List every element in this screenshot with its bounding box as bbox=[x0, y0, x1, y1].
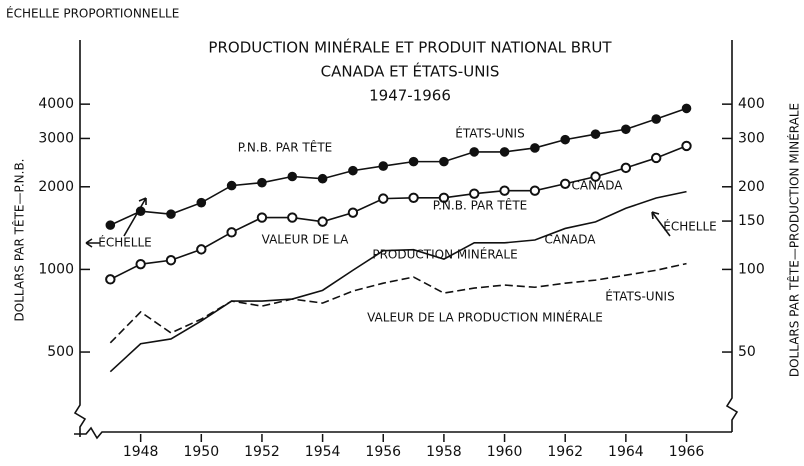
point bbox=[226, 227, 237, 238]
y-axis-label: DOLLARS PAR TÊTE—P.N.B. bbox=[12, 159, 27, 322]
chart-title: 1947-1966 bbox=[369, 87, 451, 105]
y-tick-label: 1000 bbox=[38, 261, 74, 277]
point bbox=[469, 188, 480, 199]
x-tick-label: 1962 bbox=[547, 444, 583, 460]
point bbox=[378, 161, 389, 171]
point bbox=[378, 193, 389, 204]
point bbox=[469, 147, 480, 157]
y2-tick-label: 200 bbox=[738, 179, 765, 195]
annotation: ÉCHELLE bbox=[663, 219, 717, 234]
y-tick-label: 500 bbox=[47, 344, 74, 360]
y-tick-label: 2000 bbox=[38, 179, 74, 195]
annotation: P.N.B. PAR TÊTE bbox=[433, 198, 528, 213]
point bbox=[530, 143, 540, 153]
x-tick-label: 1960 bbox=[487, 444, 523, 460]
annotation: P.N.B. PAR TÊTE bbox=[238, 140, 333, 155]
annotation: ÉTATS-UNIS bbox=[605, 289, 674, 304]
arrow bbox=[651, 211, 671, 237]
point bbox=[105, 274, 116, 285]
point bbox=[166, 209, 176, 219]
x-tick-label: 1956 bbox=[365, 444, 401, 460]
x-tick-label: 1954 bbox=[305, 444, 341, 460]
x-tick-label: 1964 bbox=[608, 444, 644, 460]
annotation: ÉCHELLE bbox=[98, 235, 152, 250]
y2-tick-label: 400 bbox=[738, 96, 765, 112]
annotation: PRODUCTION MINÉRALE bbox=[372, 247, 517, 262]
right-axis bbox=[725, 40, 739, 432]
chart-title: CANADA ET ÉTATS-UNIS bbox=[321, 62, 500, 81]
point bbox=[105, 220, 116, 230]
point bbox=[621, 124, 631, 135]
point bbox=[650, 152, 662, 164]
point bbox=[257, 177, 267, 188]
point bbox=[135, 258, 146, 270]
point bbox=[256, 212, 268, 223]
y2-tick-label: 50 bbox=[738, 344, 756, 360]
point bbox=[165, 255, 177, 266]
point bbox=[560, 134, 571, 145]
series-line bbox=[109, 262, 687, 344]
y2-tick-label: 150 bbox=[738, 213, 765, 229]
y-tick-label: 4000 bbox=[38, 96, 74, 112]
scale-note: ÉCHELLE PROPORTIONNELLE bbox=[6, 6, 179, 21]
point bbox=[317, 216, 328, 227]
point bbox=[408, 156, 419, 167]
point bbox=[620, 162, 632, 174]
point bbox=[590, 171, 601, 182]
annotation: ÉTATS-UNIS bbox=[455, 126, 524, 141]
point bbox=[439, 156, 449, 167]
annotation: VALEUR DE LA PRODUCTION MINÉRALE bbox=[367, 310, 603, 325]
point bbox=[438, 192, 450, 203]
y2-tick-label: 100 bbox=[738, 261, 765, 277]
y-tick-label: 3000 bbox=[38, 130, 74, 146]
x-tick-label: 1952 bbox=[244, 444, 280, 460]
point bbox=[196, 197, 207, 208]
point bbox=[348, 165, 358, 176]
y2-tick-label: 300 bbox=[738, 130, 765, 146]
point bbox=[226, 180, 237, 191]
point bbox=[347, 207, 359, 218]
series-line bbox=[109, 190, 687, 373]
point bbox=[317, 173, 328, 184]
arrow bbox=[85, 238, 100, 248]
point bbox=[196, 244, 207, 255]
point bbox=[287, 171, 298, 182]
point bbox=[499, 147, 510, 157]
annotation: CANADA bbox=[544, 233, 596, 247]
x-tick-label: 1966 bbox=[669, 444, 705, 460]
arrow bbox=[123, 197, 147, 237]
chart-title: PRODUCTION MINÉRALE ET PRODUIT NATIONAL … bbox=[208, 38, 612, 57]
y2-axis-label: DOLLARS PAR TÊTE—PRODUCTION MINÉRALE bbox=[787, 103, 802, 377]
point bbox=[499, 185, 510, 196]
point bbox=[560, 178, 571, 189]
point bbox=[529, 185, 541, 196]
x-tick-label: 1958 bbox=[426, 444, 462, 460]
point bbox=[590, 129, 601, 139]
point bbox=[135, 206, 146, 216]
point bbox=[287, 212, 298, 223]
bottom-axis bbox=[74, 426, 732, 440]
x-tick-label: 1950 bbox=[183, 444, 219, 460]
annotation: CANADA bbox=[571, 179, 623, 193]
series-line bbox=[109, 107, 687, 226]
left-axis bbox=[73, 40, 87, 437]
point bbox=[408, 192, 419, 203]
x-tick-label: 1948 bbox=[123, 444, 159, 460]
point bbox=[681, 103, 692, 114]
annotation: VALEUR DE LA bbox=[262, 233, 349, 247]
point bbox=[651, 114, 661, 124]
point bbox=[681, 140, 692, 152]
